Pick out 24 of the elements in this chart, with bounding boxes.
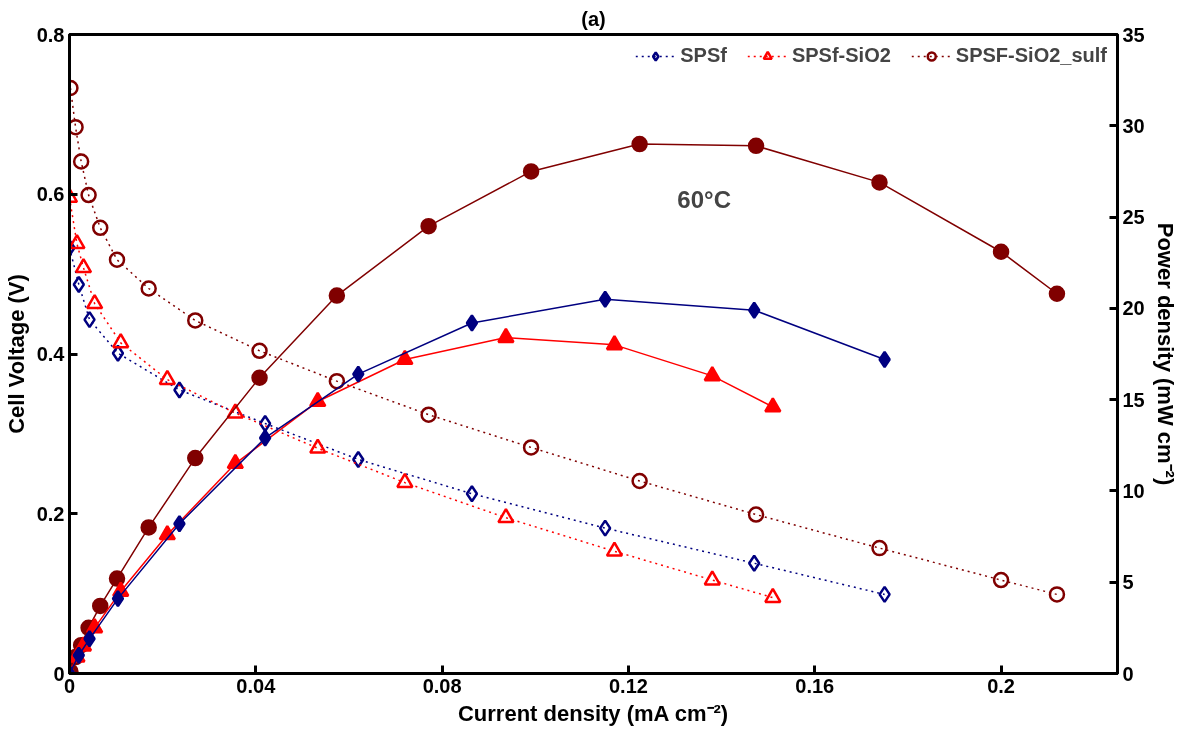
y2-tick-label: 25 <box>1122 206 1145 229</box>
x-tick-label: 0.16 <box>795 674 835 697</box>
legend-label: SPSf-SiO2 <box>791 44 891 67</box>
x-axis-title: Current density (mA cm⁻²) <box>457 700 729 726</box>
y-tick-label: 0.8 <box>36 23 65 46</box>
x-tick-label: 0.08 <box>422 674 462 697</box>
y2-tick-label: 35 <box>1122 23 1145 46</box>
x-tick-label: 0.2 <box>987 674 1015 697</box>
y2-tick-label: 20 <box>1122 297 1145 320</box>
y2-tick-label: 10 <box>1122 479 1145 502</box>
y2-tick-label: 5 <box>1122 571 1134 594</box>
x-tick-label: 0.04 <box>236 674 277 697</box>
chart-title: (a) <box>581 7 606 30</box>
annotation: 60°C <box>677 186 731 214</box>
x-tick-label: 0.12 <box>608 674 648 697</box>
y-tick-label: 0.2 <box>36 502 65 525</box>
y2-axis-title: Power density (mW cm⁻²) <box>1152 222 1178 486</box>
y-tick-label: 0.6 <box>36 183 65 206</box>
y2-tick-label: 15 <box>1122 388 1145 411</box>
legend-label: SPSF-SiO2_sulf <box>955 44 1107 67</box>
legend-label: SPSf <box>680 44 727 67</box>
y2-tick-label: 30 <box>1122 114 1145 137</box>
y-tick-label: 0.4 <box>36 343 66 365</box>
y-axis-title: Cell Voltage (V) <box>3 274 29 434</box>
